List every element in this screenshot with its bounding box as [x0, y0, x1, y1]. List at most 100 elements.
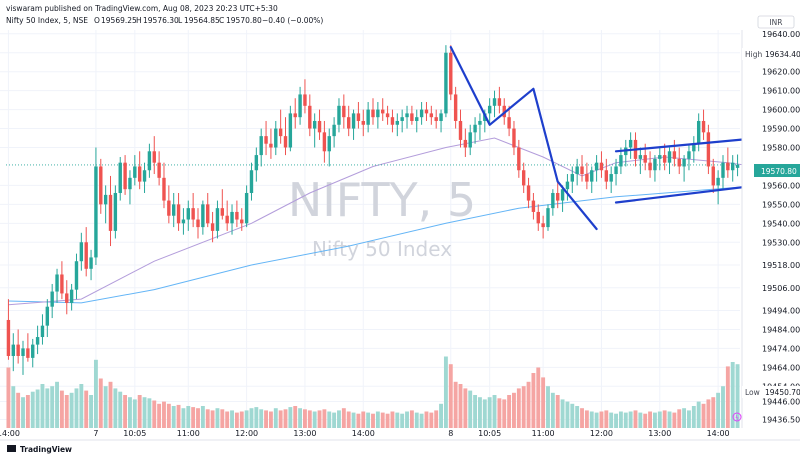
candle-body [658, 155, 662, 159]
candle-body [390, 117, 395, 125]
candle-body [711, 166, 715, 186]
x-tick-label: 8 [448, 429, 453, 438]
x-tick-label: 12:00 [235, 429, 258, 438]
candle-body [556, 192, 560, 201]
candle-body [283, 136, 288, 148]
volume-bar [400, 413, 405, 428]
candle-body [628, 139, 633, 148]
candle-body [225, 215, 229, 224]
candle-body [672, 151, 677, 159]
volume-bar [667, 411, 672, 428]
volume-bar [507, 395, 512, 428]
candle-body [653, 158, 657, 171]
candle-body [74, 261, 79, 290]
candle-body [108, 194, 113, 231]
candle-body [376, 109, 380, 118]
volume-bar [230, 410, 234, 428]
volume-bar [419, 413, 424, 428]
candle-body [128, 177, 132, 190]
volume-bar [371, 413, 375, 428]
candle-body [551, 192, 555, 209]
volume-bar [414, 412, 419, 428]
price-scale[interactable] [742, 30, 800, 428]
volume-bar [721, 386, 725, 428]
candle-body [400, 117, 404, 121]
volume-bar [677, 409, 682, 428]
volume-bar [317, 410, 322, 428]
volume-bar [497, 398, 502, 428]
y-tick-label: 19550.00 [762, 200, 800, 209]
volume-bar [628, 411, 633, 428]
candle-body [206, 204, 210, 224]
candle-body [274, 128, 278, 148]
volume-bar [93, 359, 98, 428]
candle-body [322, 132, 327, 152]
tradingview-logo[interactable]: TradingView [7, 445, 72, 454]
volume-bar [560, 399, 565, 428]
candle-body [254, 155, 259, 171]
x-tick-label: 12:00 [590, 429, 613, 438]
y-tick-label: 19540.00 [762, 219, 800, 228]
candle-body [517, 147, 521, 171]
candle-body [463, 139, 468, 148]
candle-body [147, 151, 152, 171]
candle-body [361, 120, 365, 125]
candle-body [468, 132, 472, 148]
candle-body [137, 166, 142, 182]
candle-body [162, 177, 166, 201]
volume-bar [633, 410, 638, 428]
candle-body [269, 143, 273, 148]
y-tick-label: 19446.00 [762, 397, 800, 406]
volume-bar [380, 412, 385, 428]
change-value: −0.40 (−0.00%) [262, 16, 323, 25]
y-tick-label: 19436.50 [762, 415, 800, 424]
volume-bar [458, 384, 463, 428]
volume-bars [6, 356, 740, 428]
candle-body [21, 348, 25, 356]
candle-body [721, 162, 725, 178]
y-tick-label: 19600.00 [762, 106, 800, 115]
x-tick-label: 7 [93, 429, 98, 438]
high-value: 19576.30 [143, 16, 179, 25]
candle-body [89, 257, 93, 269]
candle-body [531, 200, 536, 212]
y-tick-label: 19580.00 [762, 144, 800, 153]
volume-bar [565, 401, 570, 428]
candle-body [648, 162, 652, 171]
candle-body [303, 94, 307, 106]
y-axis-ticks: 19640.0019630.0019620.0019610.0019600.00… [762, 30, 800, 425]
candle-body [536, 211, 540, 224]
volume-bar [234, 412, 239, 428]
volume-bar [512, 392, 516, 428]
candle-body [395, 120, 400, 125]
candle-body [599, 162, 604, 171]
candle-body [692, 143, 696, 152]
volume-bar [74, 388, 79, 428]
volume-bar [303, 409, 307, 428]
candle-body [16, 344, 20, 356]
high-tag [742, 48, 800, 60]
x-tick-label: 11:00 [532, 429, 555, 438]
volume-bar [599, 411, 604, 428]
symbol-legend[interactable]: Nifty 50 Index, 5, NSE O 19569.25 H 1957… [6, 16, 323, 25]
candle-body [35, 337, 40, 345]
volume-bar [50, 386, 55, 428]
candle-body [439, 113, 443, 121]
x-axis-ticks: 14:00 7 10:05 11:00 12:00 13:00 14:00 8 10:05 11:… [0, 429, 730, 438]
publisher-line: viswaram published on TradingView.com, A… [6, 4, 278, 13]
volume-bar [521, 386, 526, 428]
volume-bar [196, 408, 200, 428]
lightning-icon[interactable] [732, 412, 742, 422]
candle-body [487, 105, 492, 114]
candle-body [167, 200, 171, 216]
candle-body [405, 113, 409, 118]
volume-bar [682, 408, 687, 428]
volume-bar [487, 397, 492, 428]
volume-bar [696, 401, 701, 428]
volume-bar [643, 413, 648, 428]
currency-button[interactable] [757, 15, 795, 29]
x-tick-label: 14:00 [707, 429, 730, 438]
candle-body [449, 52, 453, 95]
candle-body [176, 204, 181, 224]
